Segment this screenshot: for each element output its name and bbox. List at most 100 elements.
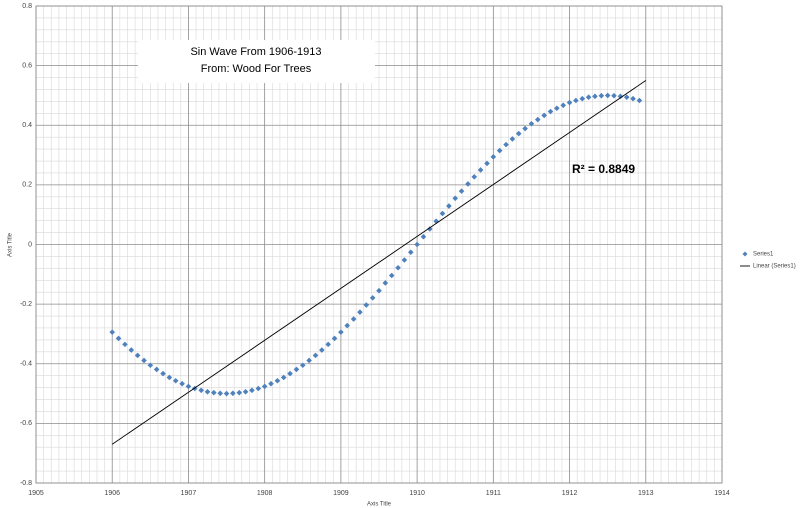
data-point bbox=[515, 130, 522, 137]
data-point bbox=[153, 366, 160, 373]
data-point bbox=[541, 112, 547, 119]
data-point bbox=[471, 174, 478, 180]
title-box bbox=[138, 40, 375, 83]
data-point bbox=[198, 387, 204, 394]
data-point bbox=[274, 377, 281, 384]
data-point bbox=[369, 295, 376, 301]
data-point bbox=[496, 147, 503, 154]
y-tick-label: 0.4 bbox=[22, 122, 32, 129]
data-point bbox=[350, 316, 357, 322]
data-point bbox=[236, 389, 243, 396]
data-point bbox=[528, 120, 535, 127]
x-tick-label: 1909 bbox=[333, 490, 349, 497]
y-tick-label: -0.4 bbox=[20, 361, 32, 368]
legend-label: Series1 bbox=[753, 252, 774, 258]
data-point bbox=[223, 390, 230, 397]
data-point bbox=[128, 347, 135, 353]
data-point bbox=[141, 357, 147, 364]
data-point bbox=[217, 390, 224, 397]
data-point bbox=[166, 374, 173, 381]
data-point bbox=[306, 357, 312, 364]
data-point bbox=[630, 95, 636, 102]
data-point bbox=[503, 141, 509, 148]
x-tick-label: 1906 bbox=[104, 490, 120, 497]
data-point bbox=[382, 280, 389, 286]
data-point bbox=[287, 370, 293, 377]
data-point bbox=[388, 272, 395, 279]
x-tick-label: 1914 bbox=[714, 490, 730, 497]
data-point bbox=[522, 125, 528, 132]
y-tick-label: 0.8 bbox=[22, 3, 32, 10]
data-point bbox=[579, 95, 586, 102]
data-point bbox=[420, 233, 427, 240]
data-point bbox=[185, 383, 192, 390]
data-point bbox=[261, 383, 268, 390]
data-point bbox=[636, 97, 643, 104]
data-point bbox=[598, 92, 605, 99]
data-point bbox=[477, 167, 484, 173]
data-point bbox=[344, 322, 351, 329]
y-tick-label: -0.6 bbox=[20, 420, 32, 427]
data-point bbox=[465, 181, 471, 187]
x-axis-title: Axis Title bbox=[367, 502, 392, 508]
data-point bbox=[604, 92, 611, 99]
data-point bbox=[312, 352, 319, 359]
data-point bbox=[566, 99, 573, 106]
data-point bbox=[452, 195, 459, 202]
data-point bbox=[560, 102, 567, 109]
chart-subtitle: From: Wood For Trees bbox=[201, 63, 312, 75]
y-tick-label: 0.2 bbox=[22, 182, 32, 189]
data-point bbox=[211, 389, 217, 396]
data-point bbox=[439, 210, 446, 217]
data-point bbox=[592, 93, 598, 100]
data-point bbox=[242, 388, 249, 395]
data-point bbox=[363, 302, 370, 308]
data-point bbox=[280, 374, 287, 381]
data-point bbox=[611, 92, 617, 99]
data-point bbox=[293, 366, 300, 373]
y-tick-label: 0.6 bbox=[22, 62, 32, 69]
grid bbox=[35, 5, 723, 484]
data-point bbox=[376, 287, 382, 294]
data-point bbox=[554, 105, 560, 112]
x-tick-label: 1908 bbox=[257, 490, 273, 497]
trendline bbox=[111, 80, 647, 445]
legend-marker bbox=[742, 251, 748, 257]
data-point bbox=[122, 341, 128, 348]
data-point bbox=[573, 97, 579, 104]
y-tick-label: -0.2 bbox=[20, 301, 32, 308]
data-point bbox=[446, 203, 452, 209]
data-point bbox=[331, 335, 338, 342]
data-point bbox=[325, 341, 331, 348]
data-point bbox=[534, 116, 541, 123]
data-point bbox=[509, 136, 516, 142]
data-point bbox=[357, 309, 363, 315]
data-point bbox=[109, 329, 116, 335]
data-point bbox=[299, 362, 306, 369]
data-point bbox=[407, 249, 414, 256]
r-squared: R² = 0.8849 bbox=[572, 162, 635, 176]
data-point bbox=[490, 154, 497, 160]
data-point bbox=[268, 380, 274, 387]
data-point bbox=[547, 108, 554, 115]
data-point bbox=[338, 329, 344, 335]
data-point bbox=[179, 380, 185, 387]
x-tick-label: 1905 bbox=[28, 490, 44, 497]
x-tick-label: 1910 bbox=[409, 490, 425, 497]
data-point bbox=[623, 94, 630, 101]
x-tick-label: 1913 bbox=[638, 490, 654, 497]
data-point bbox=[414, 241, 420, 248]
data-point bbox=[401, 257, 408, 263]
data-point bbox=[395, 264, 401, 271]
data-point bbox=[204, 388, 211, 395]
x-tick-label: 1912 bbox=[562, 490, 578, 497]
chart-title: Sin Wave From 1906-1913 bbox=[190, 46, 321, 58]
data-point bbox=[115, 335, 122, 342]
data-point bbox=[433, 218, 439, 225]
data-point bbox=[585, 94, 592, 101]
data-point bbox=[172, 377, 179, 384]
data-point bbox=[427, 226, 433, 232]
data-point bbox=[230, 390, 236, 397]
data-point bbox=[458, 188, 465, 194]
